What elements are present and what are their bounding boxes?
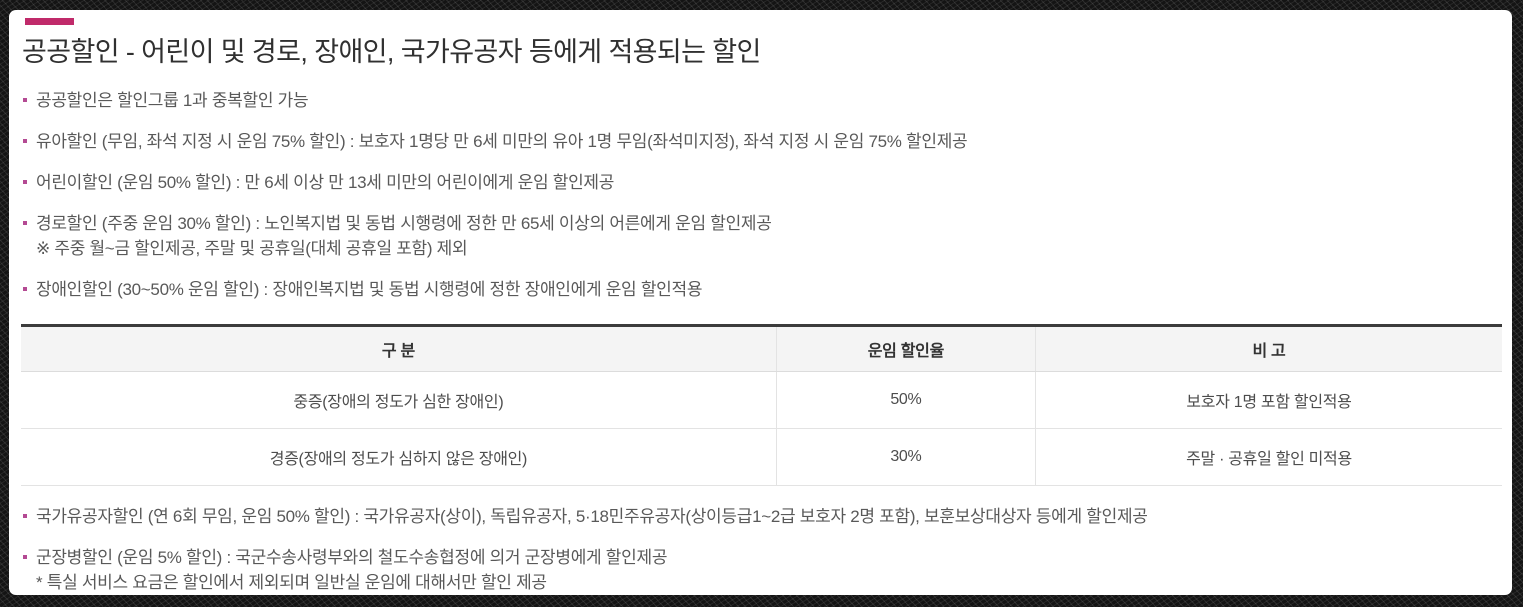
table-row: 경증(장애의 정도가 심하지 않은 장애인) 30% 주말 · 공휴일 할인 미… — [21, 428, 1502, 486]
cell-remark: 보호자 1명 포함 할인적용 — [1034, 371, 1502, 429]
bullet-square-icon — [23, 514, 27, 518]
list-item-text: 어린이할인 (운임 50% 할인) : 만 6세 이상 만 13세 미만의 어린… — [36, 173, 615, 192]
list-item-text: 군장병할인 (운임 5% 할인) : 국군수송사령부와의 철도수송협정에 의거 … — [36, 548, 668, 567]
list-item: 어린이할인 (운임 50% 할인) : 만 6세 이상 만 13세 미만의 어린… — [23, 172, 1506, 193]
list-item-text: 국가유공자할인 (연 6회 무임, 운임 50% 할인) : 국가유공자(상이)… — [36, 507, 1148, 526]
bullet-square-icon — [23, 180, 27, 184]
list-item-text: 경로할인 (주중 운임 30% 할인) : 노인복지법 및 동법 시행령에 정한… — [36, 214, 772, 233]
table-header: 구 분 운임 할인율 비 고 — [21, 325, 1502, 372]
list-item: 공공할인은 할인그룹 1과 중복할인 가능 — [23, 90, 1506, 111]
list-item-note: * 특실 서비스 요금은 할인에서 제외되며 일반실 운임에 대해서만 할인 제… — [36, 573, 547, 592]
list-item: 유아할인 (무임, 좌석 지정 시 운임 75% 할인) : 보호자 1명당 만… — [23, 131, 1506, 152]
list-item: 국가유공자할인 (연 6회 무임, 운임 50% 할인) : 국가유공자(상이)… — [23, 506, 1506, 527]
list-item-text: 공공할인은 할인그룹 1과 중복할인 가능 — [36, 91, 309, 110]
cell-division: 중증(장애의 정도가 심한 장애인) — [21, 371, 777, 429]
list-item: 군장병할인 (운임 5% 할인) : 국군수송사령부와의 철도수송협정에 의거 … — [23, 547, 1506, 593]
cell-division: 경증(장애의 정도가 심하지 않은 장애인) — [21, 428, 777, 486]
column-header-discount-rate: 운임 할인율 — [775, 325, 1036, 372]
cell-discount-rate: 30% — [775, 428, 1036, 486]
cell-remark: 주말 · 공휴일 할인 미적용 — [1034, 428, 1502, 486]
discount-info-list-top: 공공할인은 할인그룹 1과 중복할인 가능 유아할인 (무임, 좌석 지정 시 … — [15, 90, 1506, 300]
column-header-division: 구 분 — [21, 325, 777, 372]
accent-bar — [25, 18, 74, 25]
bullet-square-icon — [23, 555, 27, 559]
list-item-text: 유아할인 (무임, 좌석 지정 시 운임 75% 할인) : 보호자 1명당 만… — [36, 132, 968, 151]
bullet-square-icon — [23, 98, 27, 102]
list-item-text: 장애인할인 (30~50% 운임 할인) : 장애인복지법 및 동법 시행령에 … — [36, 280, 703, 299]
disability-discount-table: 구 분 운임 할인율 비 고 중증(장애의 정도가 심한 장애인) 50% 보호… — [21, 324, 1502, 486]
list-item-note: ※ 주중 월~금 할인제공, 주말 및 공휴일(대체 공휴일 포함) 제외 — [36, 239, 468, 258]
cell-discount-rate: 50% — [775, 371, 1036, 429]
bullet-square-icon — [23, 139, 27, 143]
list-item: 장애인할인 (30~50% 운임 할인) : 장애인복지법 및 동법 시행령에 … — [23, 279, 1506, 300]
table-row: 중증(장애의 정도가 심한 장애인) 50% 보호자 1명 포함 할인적용 — [21, 371, 1502, 429]
column-header-remark: 비 고 — [1034, 325, 1502, 372]
content-area: 공공할인 - 어린이 및 경로, 장애인, 국가유공자 등에게 적용되는 할인 … — [9, 10, 1512, 595]
page-title: 공공할인 - 어린이 및 경로, 장애인, 국가유공자 등에게 적용되는 할인 — [22, 37, 761, 67]
discount-info-list-bottom: 국가유공자할인 (연 6회 무임, 운임 50% 할인) : 국가유공자(상이)… — [15, 506, 1506, 593]
bullet-square-icon — [23, 287, 27, 291]
bullet-square-icon — [23, 221, 27, 225]
list-item: 경로할인 (주중 운임 30% 할인) : 노인복지법 및 동법 시행령에 정한… — [23, 213, 1506, 259]
